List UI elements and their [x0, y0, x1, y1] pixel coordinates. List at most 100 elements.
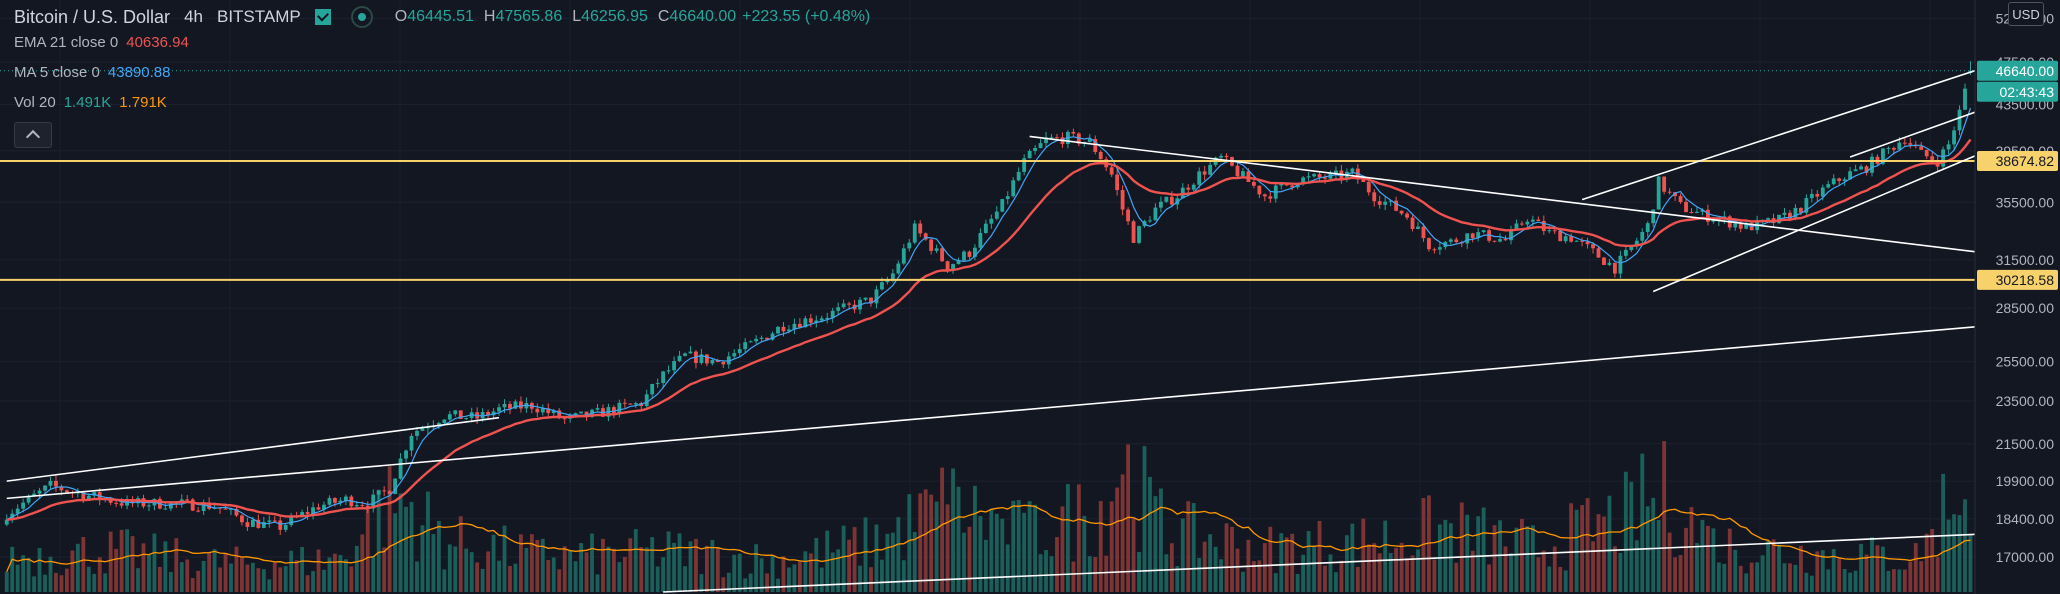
candle-body: [207, 502, 212, 509]
volume-bar: [1219, 559, 1223, 592]
volume-bar: [1476, 516, 1481, 592]
price-axis-tick-label: 19900.00: [1996, 473, 2055, 489]
candle-body: [458, 410, 463, 419]
volume-bar: [420, 525, 425, 592]
candle-body: [934, 248, 939, 251]
candle-body: [683, 353, 687, 356]
volume-bar: [32, 576, 36, 592]
candle-body: [508, 403, 512, 409]
volume-bar: [1782, 563, 1787, 592]
indicator-volume[interactable]: Vol 20 1.491K 1.791K: [14, 94, 167, 111]
volume-bar: [1815, 551, 1820, 592]
volume-bar: [606, 546, 611, 592]
candle-body: [765, 337, 769, 340]
volume-bar: [573, 561, 578, 592]
volume-bar: [858, 565, 862, 592]
candle-body: [1427, 238, 1431, 250]
candle-body: [1416, 226, 1420, 229]
candle-body: [1290, 185, 1295, 188]
volume-bar: [1071, 561, 1076, 592]
interval-label[interactable]: 4h: [184, 7, 203, 26]
volume-bar: [1924, 533, 1929, 592]
check-icon[interactable]: [314, 9, 331, 25]
volume-bar: [1848, 572, 1853, 592]
volume-bar: [929, 494, 934, 592]
currency-button[interactable]: USD: [2008, 2, 2044, 26]
volume-bar: [1536, 557, 1541, 592]
candle-body: [819, 318, 824, 321]
candle-body: [1350, 168, 1355, 172]
candle-body: [1826, 184, 1831, 188]
collapse-legend-button[interactable]: [14, 122, 52, 148]
volume-bar: [1470, 550, 1475, 592]
volume-bar: [1000, 518, 1005, 592]
candle-body: [1038, 143, 1043, 149]
volume-bar: [1618, 552, 1623, 592]
candle-body: [1815, 193, 1820, 197]
candle-body: [579, 411, 583, 414]
market-status-icon[interactable]: [350, 6, 373, 28]
volume-bar: [1952, 514, 1956, 592]
candle-body: [721, 361, 726, 365]
candle-body: [21, 502, 26, 509]
candle-body: [644, 394, 649, 407]
volume-bar: [502, 525, 507, 592]
candle-body: [1000, 199, 1005, 212]
candle-body: [338, 500, 343, 503]
last-price-label: 46640.00: [1996, 63, 2055, 79]
candle-body: [497, 407, 501, 412]
volume-bar: [830, 552, 835, 592]
volume-bar: [1011, 500, 1016, 592]
candle-body: [250, 519, 255, 527]
candle-body: [896, 263, 901, 274]
volume-bar: [655, 566, 660, 592]
candle-body: [1924, 149, 1929, 157]
candle-body: [748, 341, 753, 343]
volume-bar: [1744, 573, 1749, 592]
volume-bar: [1591, 541, 1595, 592]
candle-body: [710, 360, 715, 364]
volume-bar: [776, 578, 780, 592]
candle-body: [1809, 193, 1814, 199]
candle-body: [196, 510, 201, 512]
volume-bar: [409, 501, 414, 592]
candle-body: [223, 508, 228, 510]
candle-body: [1027, 150, 1032, 159]
candle-body: [732, 353, 737, 357]
volume-bar: [1574, 509, 1579, 592]
bar-countdown-label: 02:43:43: [2000, 84, 2055, 100]
volume-bar: [1509, 553, 1513, 592]
volume-bar: [1891, 569, 1896, 592]
volume-bar: [103, 573, 108, 592]
symbol-title[interactable]: Bitcoin / U.S. Dollar: [14, 6, 171, 27]
volume-bar: [1547, 566, 1552, 592]
indicator-volume-value: 1.491K: [63, 94, 112, 111]
volume-bar: [852, 527, 857, 592]
indicator-ema[interactable]: EMA 21 close 0 40636.94: [14, 34, 189, 51]
volume-bar: [808, 553, 813, 592]
indicator-ma[interactable]: MA 5 close 0 43890.88: [14, 64, 170, 81]
volume-bar: [1055, 536, 1059, 592]
candle-body: [1613, 262, 1617, 274]
volume-bar: [1733, 549, 1738, 592]
volume-bar: [1541, 550, 1546, 592]
indicator-volume-label: Vol 20: [14, 94, 56, 111]
volume-bar: [223, 553, 228, 592]
candle-body: [1219, 155, 1223, 158]
volume-bar: [973, 485, 977, 592]
volume-bar: [989, 509, 994, 592]
bar-countdown-label-background: [1977, 81, 2058, 102]
volume-bar: [513, 563, 518, 592]
exchange-label: BITSTAMP: [216, 7, 301, 26]
candle-body: [737, 349, 742, 354]
candle-body: [1109, 167, 1114, 175]
price-axis-tick-label: 18400.00: [1996, 511, 2055, 527]
volume-bar: [453, 546, 458, 592]
ohlc-open-key: O: [394, 8, 408, 25]
level-price-label-background: [1977, 151, 2058, 172]
volume-bar: [1383, 520, 1388, 592]
volume-bar: [1361, 518, 1366, 592]
volume-bar: [1530, 525, 1535, 592]
volume-bar: [983, 539, 988, 592]
